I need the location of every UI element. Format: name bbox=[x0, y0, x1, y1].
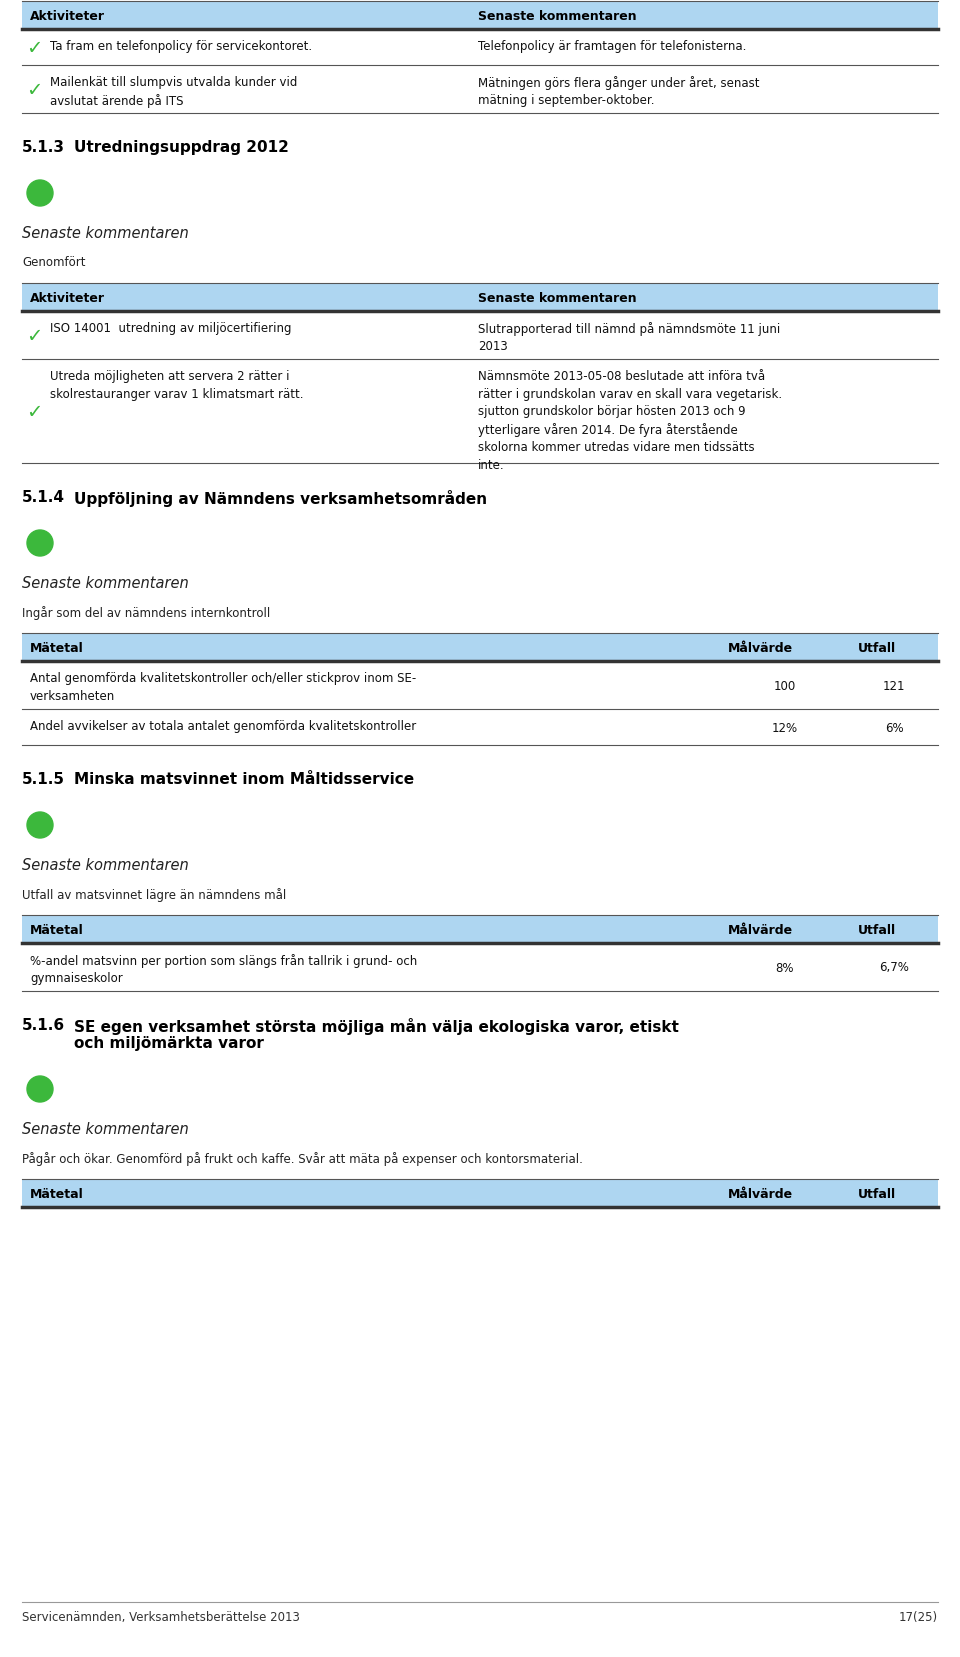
Text: 5.1.6: 5.1.6 bbox=[22, 1017, 65, 1032]
Text: 5.1.4: 5.1.4 bbox=[22, 490, 65, 505]
Text: ISO 14001  utredning av miljöcertifiering: ISO 14001 utredning av miljöcertifiering bbox=[50, 321, 292, 335]
Bar bbox=[22, 633, 938, 661]
Circle shape bbox=[27, 1077, 53, 1102]
Circle shape bbox=[27, 181, 53, 207]
Text: %-andel matsvinn per portion som slängs från tallrik i grund- och
gymnaiseskolor: %-andel matsvinn per portion som slängs … bbox=[30, 953, 418, 984]
Text: Målvärde: Målvärde bbox=[728, 1186, 793, 1200]
Text: Uppföljning av Nämndens verksamhetsområden: Uppföljning av Nämndens verksamhetsområd… bbox=[74, 490, 487, 507]
Text: och miljömärkta varor: och miljömärkta varor bbox=[74, 1036, 264, 1051]
Circle shape bbox=[27, 812, 53, 838]
Text: Mätetal: Mätetal bbox=[30, 1186, 84, 1200]
Text: Nämnsmöte 2013-05-08 beslutade att införa två
rätter i grundskolan varav en skal: Nämnsmöte 2013-05-08 beslutade att inför… bbox=[478, 370, 782, 472]
Text: Andel avvikelser av totala antalet genomförda kvalitetskontroller: Andel avvikelser av totala antalet genom… bbox=[30, 719, 417, 732]
Text: Telefonpolicy är framtagen för telefonisterna.: Telefonpolicy är framtagen för telefonis… bbox=[478, 40, 746, 53]
Text: ✓: ✓ bbox=[26, 326, 42, 345]
Text: Ingår som del av nämndens internkontroll: Ingår som del av nämndens internkontroll bbox=[22, 606, 271, 620]
Text: 6,7%: 6,7% bbox=[879, 961, 909, 974]
Text: Ta fram en telefonpolicy för servicekontoret.: Ta fram en telefonpolicy för servicekont… bbox=[50, 40, 312, 53]
Text: Senaste kommentaren: Senaste kommentaren bbox=[478, 292, 636, 305]
Circle shape bbox=[27, 530, 53, 557]
Text: Utfall: Utfall bbox=[858, 641, 896, 655]
Bar bbox=[22, 1180, 938, 1208]
Text: Mailenkät till slumpvis utvalda kunder vid
avslutat ärende på ITS: Mailenkät till slumpvis utvalda kunder v… bbox=[50, 76, 298, 108]
Text: Senaste kommentaren: Senaste kommentaren bbox=[478, 10, 636, 23]
Text: Pågår och ökar. Genomförd på frukt och kaffe. Svår att mäta på expenser och kont: Pågår och ökar. Genomförd på frukt och k… bbox=[22, 1152, 583, 1165]
Text: Minska matsvinnet inom Måltidsservice: Minska matsvinnet inom Måltidsservice bbox=[74, 772, 414, 787]
Text: 8%: 8% bbox=[776, 961, 794, 974]
Text: ✓: ✓ bbox=[26, 403, 42, 421]
Text: Slutrapporterad till nämnd på nämndsmöte 11 juni
2013: Slutrapporterad till nämnd på nämndsmöte… bbox=[478, 321, 780, 353]
Text: 100: 100 bbox=[774, 679, 796, 693]
Text: 121: 121 bbox=[883, 679, 905, 693]
Text: Genomfört: Genomfört bbox=[22, 255, 85, 268]
Text: Senaste kommentaren: Senaste kommentaren bbox=[22, 575, 189, 590]
Text: 5.1.5: 5.1.5 bbox=[22, 772, 65, 787]
Text: Senaste kommentaren: Senaste kommentaren bbox=[22, 225, 189, 240]
Text: Utreda möjligheten att servera 2 rätter i
skolrestauranger varav 1 klimatsmart r: Utreda möjligheten att servera 2 rätter … bbox=[50, 370, 303, 401]
Text: ✓: ✓ bbox=[26, 81, 42, 99]
Text: 6%: 6% bbox=[885, 721, 903, 734]
Text: Utfall: Utfall bbox=[858, 1186, 896, 1200]
Bar bbox=[22, 283, 938, 312]
Text: Utfall: Utfall bbox=[858, 923, 896, 936]
Text: Mätetal: Mätetal bbox=[30, 641, 84, 655]
Text: Mätetal: Mätetal bbox=[30, 923, 84, 936]
Text: SE egen verksamhet största möjliga mån välja ekologiska varor, etiskt: SE egen verksamhet största möjliga mån v… bbox=[74, 1017, 679, 1034]
Bar bbox=[22, 2, 938, 30]
Text: Målvärde: Målvärde bbox=[728, 641, 793, 655]
Text: 17(25): 17(25) bbox=[899, 1611, 938, 1622]
Text: Mätningen görs flera gånger under året, senast
mätning i september-oktober.: Mätningen görs flera gånger under året, … bbox=[478, 76, 759, 108]
Text: Utfall av matsvinnet lägre än nämndens mål: Utfall av matsvinnet lägre än nämndens m… bbox=[22, 888, 286, 901]
Text: Utredningsuppdrag 2012: Utredningsuppdrag 2012 bbox=[74, 139, 289, 154]
Text: Senaste kommentaren: Senaste kommentaren bbox=[22, 1122, 189, 1137]
Text: Senaste kommentaren: Senaste kommentaren bbox=[22, 857, 189, 873]
Text: Servicenämnden, Verksamhetsberättelse 2013: Servicenämnden, Verksamhetsberättelse 20… bbox=[22, 1611, 300, 1622]
Text: Aktiviteter: Aktiviteter bbox=[30, 10, 105, 23]
Text: 5.1.3: 5.1.3 bbox=[22, 139, 65, 154]
Text: 12%: 12% bbox=[772, 721, 798, 734]
Text: Målvärde: Målvärde bbox=[728, 923, 793, 936]
Text: ✓: ✓ bbox=[26, 38, 42, 58]
Bar bbox=[22, 915, 938, 943]
Text: Aktiviteter: Aktiviteter bbox=[30, 292, 105, 305]
Text: Antal genomförda kvalitetskontroller och/eller stickprov inom SE-
verksamheten: Antal genomförda kvalitetskontroller och… bbox=[30, 671, 417, 703]
